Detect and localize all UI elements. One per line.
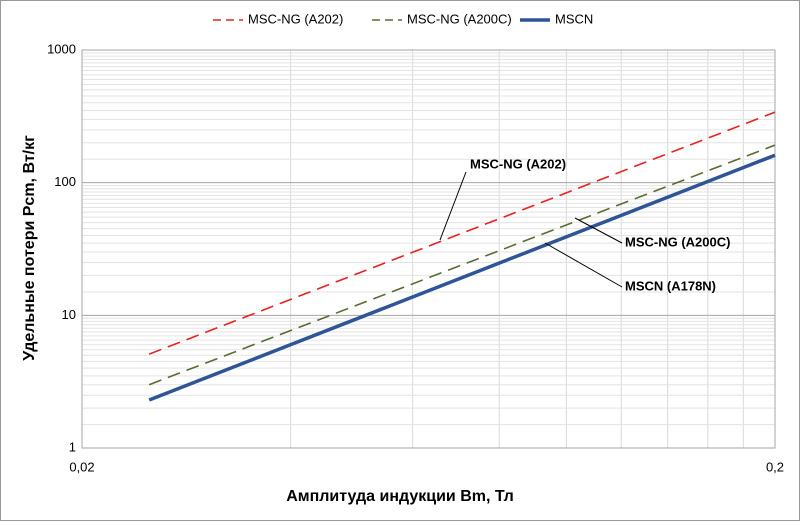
legend-label: MSCN (555, 11, 593, 26)
series-line (148, 111, 776, 355)
x-tick-label: 0,2 (766, 459, 784, 474)
annotation: MSCN (A178N) (625, 278, 716, 293)
annotation-leader (574, 217, 623, 244)
y-tick-label: 100 (54, 174, 76, 189)
series-line (148, 153, 776, 402)
annotation: MSC-NG (A200C) (625, 234, 730, 249)
y-axis-title: Удельные потери Pcm, Вт/кг (21, 135, 38, 361)
series-line (148, 144, 776, 386)
x-axis-title: Амплитуда индукции Bm, Тл (286, 488, 514, 505)
y-tick-label: 10 (62, 307, 76, 322)
annotation: MSC-NG (A202) (470, 156, 566, 171)
y-tick-label: 1 (69, 439, 76, 454)
x-tick-label: 0,02 (69, 459, 94, 474)
plot-border (81, 49, 776, 449)
y-tick-label: 1000 (47, 41, 76, 56)
annotation-leader (439, 171, 467, 241)
legend-label: MSC-NG (A202) (248, 11, 343, 26)
legend-label: MSC-NG (A200C) (407, 11, 512, 26)
annotation-leader (544, 242, 623, 288)
